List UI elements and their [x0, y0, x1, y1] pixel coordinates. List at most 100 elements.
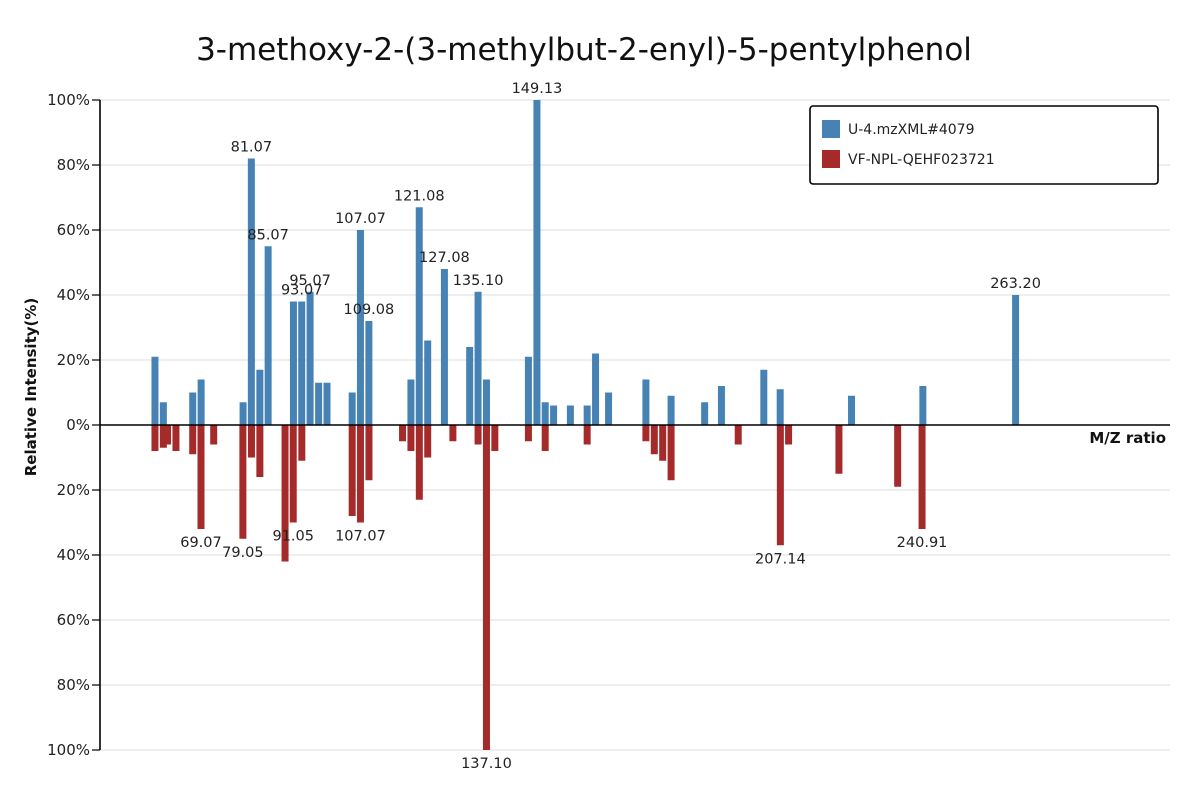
query-peak-label: 127.08 — [419, 250, 470, 266]
reference-peak-bar — [482, 425, 490, 750]
gridlines — [100, 99, 1170, 751]
y-tick-label: 100% — [47, 91, 90, 109]
reference-peak-bar — [650, 425, 658, 455]
legend-swatch-vf — [822, 150, 840, 168]
query-peak-bar — [415, 207, 423, 425]
reference-peak-bar — [189, 425, 197, 455]
query-peak-bar — [541, 402, 549, 425]
y-tick-label: 60% — [57, 221, 90, 239]
reference-peak-bar — [348, 425, 356, 516]
reference-peak-bar — [247, 425, 255, 458]
query-peak-label: 135.10 — [453, 273, 504, 289]
query-peak-bar — [717, 386, 725, 425]
reference-peak-bar — [491, 425, 499, 451]
reference-peak-bar — [415, 425, 423, 500]
reference-peak-bar — [449, 425, 457, 442]
y-tick-label: 60% — [57, 611, 90, 629]
reference-peak-label: 240.91 — [897, 535, 948, 551]
reference-peak-bar — [776, 425, 784, 546]
y-tick-label: 100% — [47, 741, 90, 759]
query-peak-bar — [667, 395, 675, 425]
y-axis-ticks: 100% 80% 60% 40% 20% 0% 20% 40% 60% 80% 100% — [47, 91, 100, 759]
query-peak-bar — [550, 405, 558, 425]
y-tick-label: 20% — [57, 351, 90, 369]
reference-peak-bar — [151, 425, 159, 451]
query-peak-bar — [605, 392, 613, 425]
query-peak-bar — [566, 405, 574, 425]
query-peak-bar — [524, 356, 532, 425]
reference-peak-bar — [894, 425, 902, 487]
reference-peak-bar — [281, 425, 289, 562]
reference-peak-bar — [407, 425, 415, 451]
legend-label-u4: U-4.mzXML#4079 — [848, 122, 974, 138]
query-peak-bar — [533, 100, 541, 425]
reference-peak-label: 79.05 — [222, 545, 264, 561]
reference-peak-label: 69.07 — [180, 535, 222, 551]
reference-peak-bar — [835, 425, 843, 474]
chart-title: 3-methoxy-2-(3-methylbut-2-enyl)-5-penty… — [196, 32, 972, 68]
query-peak-bar — [424, 340, 432, 425]
query-peak-bar — [247, 158, 255, 425]
query-peak-bar — [315, 382, 323, 425]
reference-peak-bar — [256, 425, 264, 477]
query-peak-bar — [189, 392, 197, 425]
reference-peak-bar — [210, 425, 218, 445]
y-tick-label: 40% — [57, 546, 90, 564]
query-peak-bar — [197, 379, 205, 425]
query-peak-label: 85.07 — [247, 227, 289, 243]
query-peak-bar — [482, 379, 490, 425]
reference-peak-bar — [197, 425, 205, 529]
query-peak-bar — [239, 402, 247, 425]
query-peak-bar — [848, 395, 856, 425]
legend-box — [809, 105, 1159, 185]
reference-peak-bar — [159, 425, 167, 448]
reference-peak-bar — [642, 425, 650, 442]
legend-label-vf: VF-NPL-QEHF023721 — [848, 152, 995, 168]
query-peak-bar — [701, 402, 709, 425]
reference-peak-bar — [356, 425, 364, 523]
reference-peak-bar — [424, 425, 432, 458]
legend-swatch-u4 — [822, 120, 840, 138]
reference-peak-bar — [785, 425, 793, 445]
query-peak-bar — [365, 321, 373, 425]
reference-peak-label: 207.14 — [755, 551, 806, 567]
query-peak-bar — [356, 230, 364, 425]
query-peak-bar — [264, 246, 272, 425]
query-peak-bar — [440, 269, 448, 425]
reference-peak-bar — [541, 425, 549, 451]
y-tick-label: 0% — [66, 416, 90, 434]
spectrum-bars — [151, 100, 1020, 750]
legend: U-4.mzXML#4079 VF-NPL-QEHF023721 — [809, 105, 1159, 185]
query-peak-bar — [159, 402, 167, 425]
x-axis-label: M/Z ratio — [1089, 429, 1166, 447]
reference-peak-bar — [474, 425, 482, 445]
query-peak-label: 107.07 — [335, 211, 386, 227]
y-tick-label: 80% — [57, 676, 90, 694]
reference-peak-label: 91.05 — [272, 529, 314, 545]
reference-peak-bar — [365, 425, 373, 481]
reference-peak-bar — [524, 425, 532, 442]
query-peak-bar — [407, 379, 415, 425]
query-peak-bar — [289, 301, 297, 425]
query-peak-label: 149.13 — [512, 81, 563, 97]
y-tick-label: 20% — [57, 481, 90, 499]
query-peak-bar — [348, 392, 356, 425]
query-peak-bar — [151, 356, 159, 425]
reference-peak-bar — [667, 425, 675, 481]
query-peak-label: 95.07 — [289, 273, 331, 289]
y-tick-label: 40% — [57, 286, 90, 304]
query-peak-label: 121.08 — [394, 188, 445, 204]
y-tick-label: 80% — [57, 156, 90, 174]
reference-peak-bar — [583, 425, 591, 445]
query-peak-label: 81.07 — [231, 140, 273, 156]
query-peak-bar — [298, 301, 306, 425]
reference-peak-bar — [164, 425, 172, 445]
query-peak-label: 93.07 — [281, 283, 323, 299]
query-peak-bar — [760, 369, 768, 425]
query-peak-label: 109.08 — [344, 302, 395, 318]
reference-peak-bar — [289, 425, 297, 523]
query-peak-label: 263.20 — [990, 276, 1041, 292]
reference-peak-bar — [399, 425, 407, 442]
query-peak-bar — [256, 369, 264, 425]
